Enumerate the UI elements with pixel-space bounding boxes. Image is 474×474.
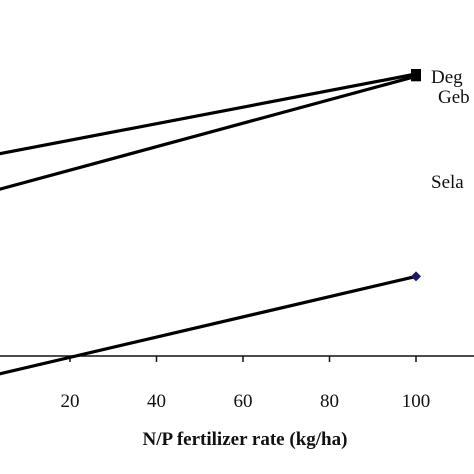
series-line-deg — [0, 72, 418, 156]
series-line-geb — [0, 74, 418, 191]
x-tick-label: 40 — [147, 391, 166, 412]
series-line-sela — [0, 274, 418, 376]
x-axis-ticks: 20 40 60 80 100 — [61, 356, 431, 412]
x-tick-label: 100 — [402, 391, 431, 412]
x-axis-title: N/P fertilizer rate (kg/ha) — [143, 429, 348, 450]
series-lines — [0, 72, 418, 376]
series-label-geb: Geb — [438, 87, 470, 108]
series-markers — [411, 69, 421, 282]
x-tick-label: 80 — [320, 391, 339, 412]
series-label-sela: Sela — [431, 172, 464, 193]
x-tick-label: 20 — [61, 391, 80, 412]
x-tick-label: 60 — [234, 391, 253, 412]
series-label-deg: Deg — [431, 67, 463, 88]
marker-geb — [411, 71, 421, 82]
marker-sela — [411, 271, 421, 282]
